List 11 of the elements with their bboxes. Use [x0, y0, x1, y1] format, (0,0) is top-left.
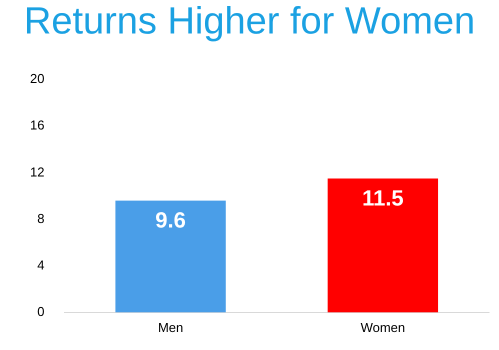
data-label: 9.6	[155, 208, 186, 233]
x-tick-label: Women	[360, 320, 406, 335]
y-tick-label: 8	[37, 210, 44, 226]
y-tick-label: 0	[37, 304, 44, 319]
y-tick-label: 4	[37, 257, 44, 272]
x-tick-label: Men	[158, 320, 184, 335]
y-tick-label: 20	[30, 71, 44, 86]
y-tick-label: 16	[30, 118, 44, 133]
data-label: 11.5	[362, 186, 404, 211]
y-tick-label: 12	[30, 164, 44, 180]
chart-title: Returns Higher for Women	[24, 0, 476, 42]
